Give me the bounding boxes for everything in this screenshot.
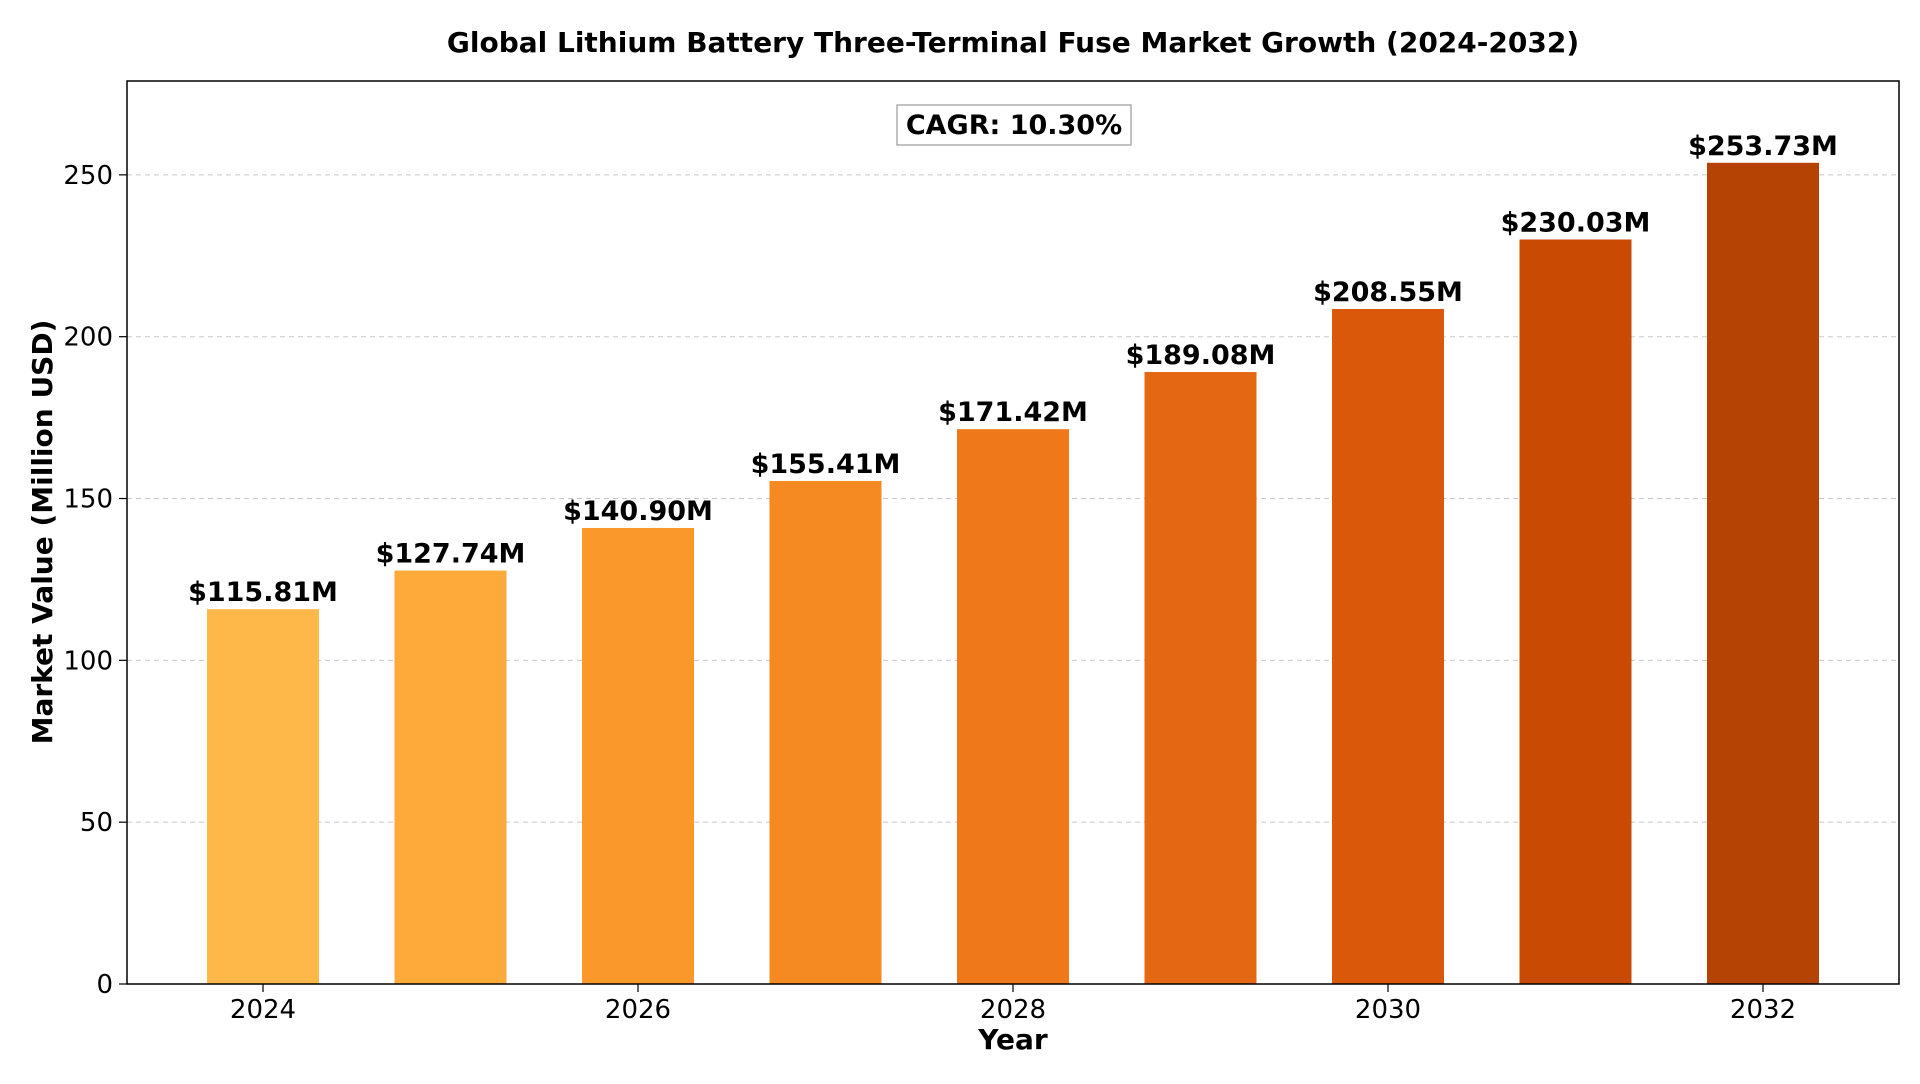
x-tick-label: 2028: [980, 995, 1046, 1025]
y-tick-label: 150: [63, 485, 113, 515]
bar-2030: [1332, 309, 1444, 984]
data-label-2024: $115.81M: [188, 577, 338, 608]
bar-2024: [207, 609, 319, 984]
data-label-2031: $230.03M: [1501, 207, 1651, 238]
bars: [207, 162, 1819, 985]
x-tick-label: 2026: [605, 995, 671, 1025]
y-axis-label: Market Value (Million USD): [26, 320, 59, 745]
y-tick-label: 0: [96, 970, 113, 1000]
cagr-annotation-box: [896, 104, 1132, 146]
data-label-2030: $208.55M: [1313, 277, 1463, 308]
bar-2032: [1707, 162, 1819, 984]
y-tick-label: 200: [63, 323, 113, 353]
y-axis-ticks: 0 50 100 150 200 250: [63, 161, 127, 1000]
x-axis-ticks: 2024 2026 2028 2030 2032: [230, 984, 1796, 1025]
bar-2031: [1519, 239, 1632, 984]
cagr-annotation-text: CAGR: 10.30%: [906, 110, 1122, 141]
data-label-2025: $127.74M: [376, 539, 526, 570]
chart-title: Global Lithium Battery Three-Terminal Fu…: [447, 26, 1579, 59]
bar-2029: [1144, 372, 1257, 985]
bar-2025: [394, 570, 507, 984]
y-tick-label: 250: [63, 161, 113, 191]
y-tick-label: 100: [63, 646, 113, 676]
bar-2027: [769, 481, 882, 984]
data-label-2032: $253.73M: [1688, 131, 1838, 162]
bar-2028: [957, 429, 1069, 984]
x-tick-label: 2032: [1730, 995, 1796, 1025]
x-tick-label: 2024: [230, 995, 296, 1025]
bar-2026: [582, 527, 694, 984]
x-axis-label: Year: [977, 1023, 1048, 1056]
y-tick-label: 50: [80, 808, 113, 838]
data-label-2026: $140.90M: [563, 496, 713, 527]
data-label-2027: $155.41M: [751, 449, 901, 480]
data-label-2029: $189.08M: [1126, 340, 1276, 371]
cagr-annotation: CAGR: 10.30%: [896, 104, 1132, 146]
data-label-2028: $171.42M: [938, 397, 1088, 428]
x-tick-label: 2030: [1355, 995, 1421, 1025]
data-labels: $115.81M $127.74M $140.90M $155.41M $171.42M…: [188, 131, 1838, 608]
